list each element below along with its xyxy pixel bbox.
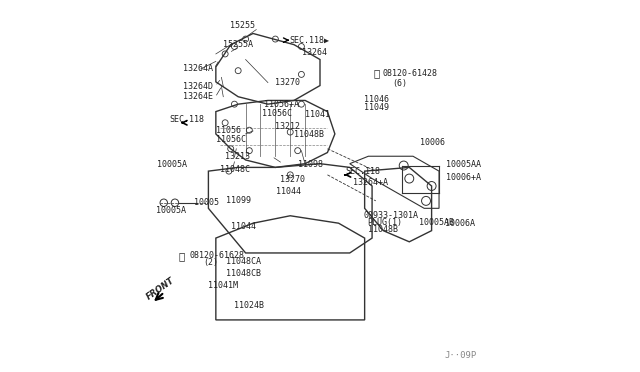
Text: 11056+A: 11056+A [264,100,300,109]
Text: 10005AA: 10005AA [445,160,481,169]
Text: 08120-61428: 08120-61428 [383,69,438,78]
Text: 10005A: 10005A [156,206,186,215]
Text: 11056C: 11056C [216,135,246,144]
Text: (2): (2) [203,258,218,267]
Text: 11041M: 11041M [209,281,239,290]
Text: 11048B: 11048B [294,130,324,139]
Text: 13270: 13270 [275,78,300,87]
Text: 10005: 10005 [195,198,220,207]
Text: SEC.118: SEC.118 [346,167,380,176]
Text: 15255A: 15255A [223,40,253,49]
Text: 11044: 11044 [276,187,301,196]
Text: 13213: 13213 [225,153,250,161]
Text: 13264D: 13264D [184,82,214,91]
Text: 11048CA: 11048CA [227,257,261,266]
Text: 13270: 13270 [280,175,305,184]
Text: 11048CB: 11048CB [227,269,261,278]
Text: 10006A: 10006A [445,219,475,228]
Text: J··09P: J··09P [444,351,476,360]
Text: 13264+A: 13264+A [353,178,388,187]
Text: 11099: 11099 [227,196,252,205]
Text: 11048C: 11048C [220,165,250,174]
Text: 11056: 11056 [216,126,241,135]
Text: 11044: 11044 [232,222,257,231]
Text: 10005AB: 10005AB [419,218,454,227]
Text: 08120-61628: 08120-61628 [189,251,244,260]
Text: PLUG(1): PLUG(1) [367,218,403,227]
Text: 10006: 10006 [420,138,445,147]
Text: Ⓑ: Ⓑ [373,69,380,78]
Text: 11024B: 11024B [234,301,264,310]
Text: 00933-1301A: 00933-1301A [364,211,419,219]
Text: Ⓑ: Ⓑ [179,251,185,261]
Text: 10005A: 10005A [157,160,187,169]
Text: 11048B: 11048B [367,225,397,234]
Text: 10006+A: 10006+A [447,173,481,182]
Text: (6): (6) [392,79,408,88]
Text: SEC.118: SEC.118 [170,115,204,124]
Text: 13264: 13264 [302,48,327,57]
Text: 13212: 13212 [275,122,300,131]
Text: 11098: 11098 [298,160,323,169]
Text: 11056C: 11056C [262,109,292,118]
Text: 11049: 11049 [364,103,389,112]
Text: 13264A: 13264A [184,64,214,73]
Text: 15255: 15255 [230,21,255,30]
Text: SEC.118▶: SEC.118▶ [289,36,330,45]
Text: 13264E: 13264E [184,92,214,101]
Text: 11041: 11041 [305,110,330,119]
Text: FRONT: FRONT [145,275,177,301]
Text: 11046: 11046 [364,95,389,104]
